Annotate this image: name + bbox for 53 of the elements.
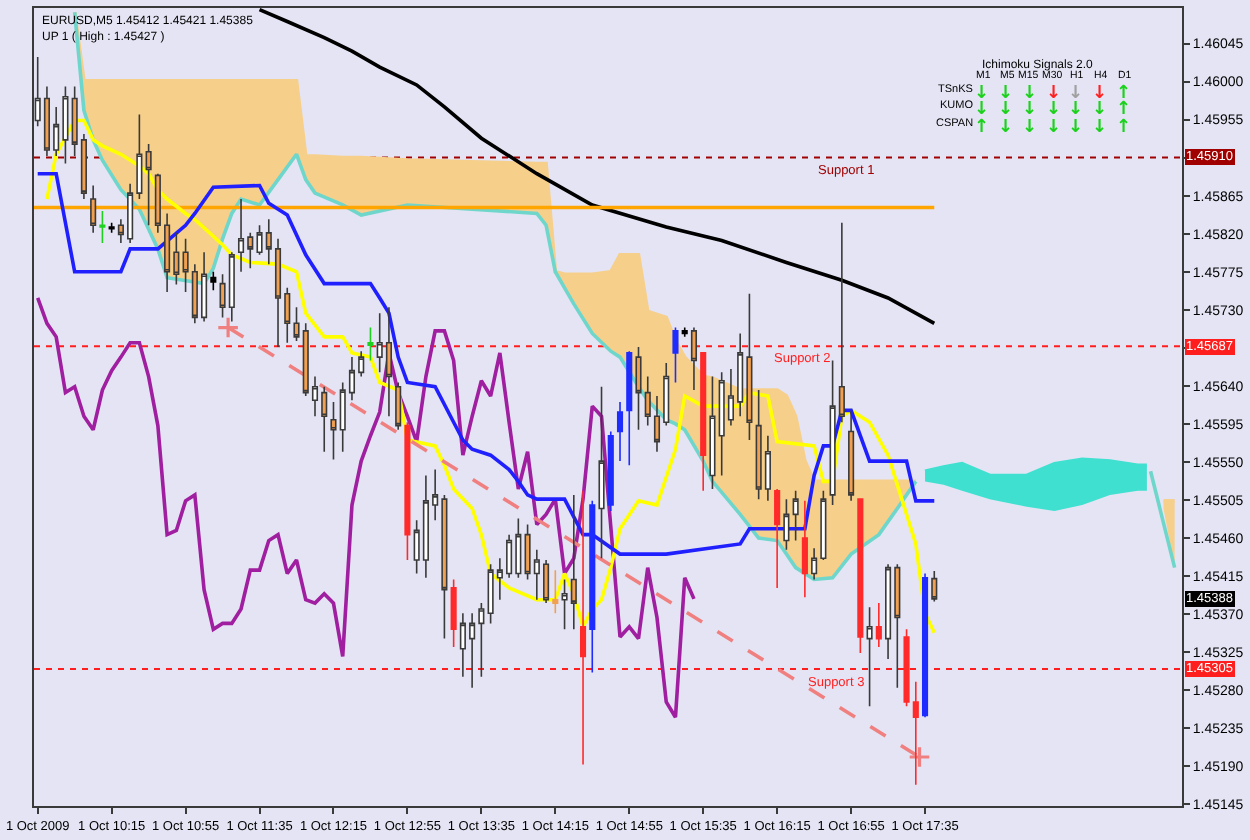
candlestick	[857, 498, 864, 654]
candlestick	[210, 270, 217, 292]
text: ↑	[974, 118, 990, 138]
text: ↓	[1046, 100, 1062, 120]
candlestick	[681, 326, 688, 338]
candlestick	[145, 143, 152, 227]
candlestick	[450, 578, 457, 648]
text: ↓	[998, 100, 1014, 120]
candlestick	[774, 488, 781, 589]
candlestick	[237, 198, 245, 273]
text: ↓	[1022, 118, 1038, 138]
candlestick	[616, 401, 624, 462]
text: ↓	[1092, 118, 1108, 138]
text: ↓	[1022, 100, 1038, 120]
candlestick	[931, 570, 938, 603]
line-series	[45, 118, 937, 635]
candlestick	[228, 251, 235, 323]
candlestick	[875, 602, 882, 648]
candlestick	[385, 306, 392, 418]
candlestick	[607, 430, 614, 512]
candlestick	[626, 350, 633, 467]
candlestick	[700, 352, 707, 492]
text: ↓	[974, 84, 990, 104]
text: ↓	[1068, 84, 1084, 104]
text: ↑	[1116, 118, 1132, 138]
candlestick	[783, 498, 790, 551]
text: ↓	[998, 84, 1014, 104]
candlestick	[395, 381, 402, 431]
candlestick	[690, 326, 698, 391]
text: ↑	[1116, 100, 1132, 120]
text: ↓	[974, 100, 990, 120]
candlestick	[90, 184, 97, 234]
text: ↓	[1092, 100, 1108, 120]
candlestick	[848, 409, 855, 502]
line-series	[257, 8, 937, 326]
text: ↓	[1068, 118, 1084, 138]
text: ↓	[1046, 118, 1062, 138]
candlestick	[866, 606, 873, 708]
candlestick	[801, 500, 808, 598]
text: ↓	[998, 118, 1014, 138]
text: ↓	[1046, 84, 1062, 104]
candlestick	[672, 326, 679, 384]
candlestick	[404, 421, 411, 561]
candlestick	[598, 385, 605, 560]
line-series	[35, 296, 696, 720]
text: ↓	[1092, 84, 1108, 104]
candlestick	[99, 210, 106, 244]
text: ↓	[1022, 84, 1038, 104]
candlestick	[570, 494, 577, 631]
candlestick	[921, 572, 929, 719]
text: ↓	[1068, 100, 1084, 120]
candlestick	[367, 326, 374, 362]
candlestick	[792, 489, 799, 542]
